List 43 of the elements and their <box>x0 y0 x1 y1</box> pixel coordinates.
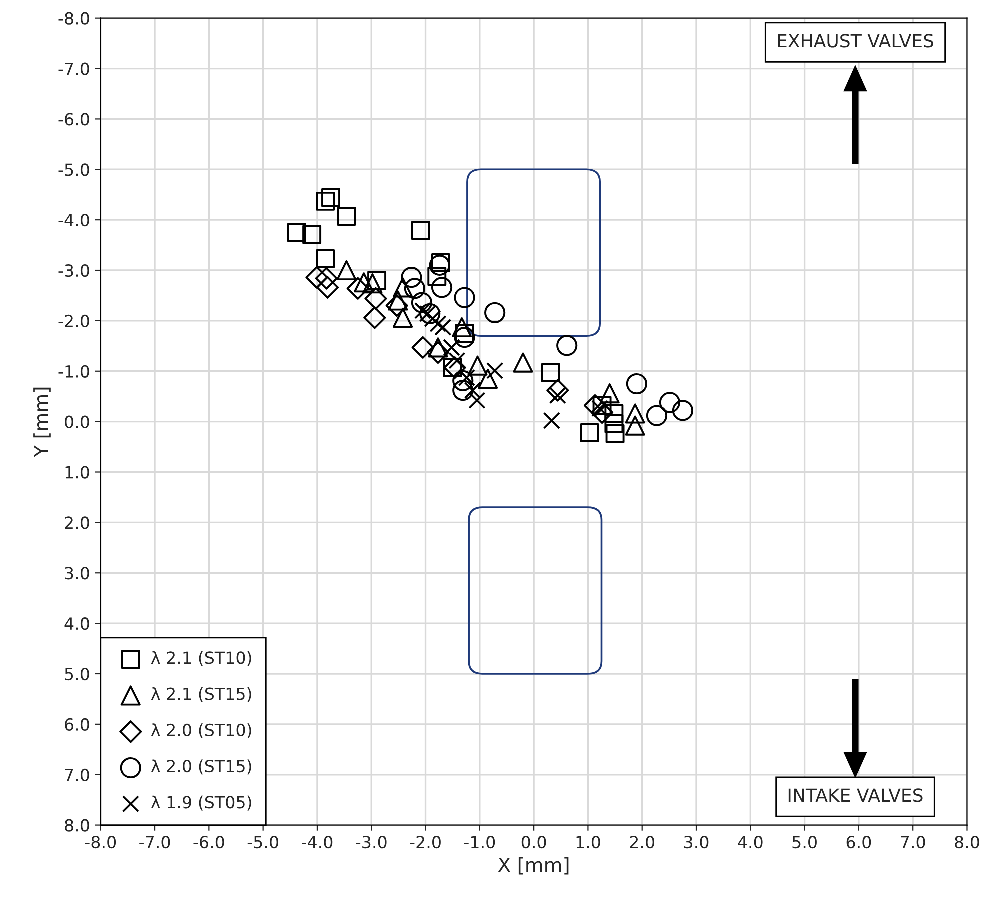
y-tick-label: -6.0 <box>58 113 90 126</box>
y-axis-title: Y [mm] <box>34 388 51 458</box>
y-tick-label: -3.0 <box>58 264 90 278</box>
x-tick-label: -7.0 <box>140 836 170 849</box>
x-tick-label: 0.0 <box>522 836 546 849</box>
x-tick-label: -4.0 <box>302 836 333 849</box>
y-tick-label: -8.0 <box>58 12 90 25</box>
legend-label: λ 2.1 (ST15) <box>151 687 252 702</box>
x-tick-label: -8.0 <box>85 836 116 849</box>
y-tick-label: -5.0 <box>58 164 90 176</box>
y-tick-label: 0.0 <box>65 416 90 428</box>
x-tick-label: 7.0 <box>901 836 926 849</box>
x-tick-label: 6.0 <box>846 836 872 849</box>
y-tick-label: 7.0 <box>65 768 90 782</box>
x-tick-label: -1.0 <box>464 836 496 849</box>
x-tick-label: -2.0 <box>410 836 441 849</box>
legend-label: λ 2.1 (ST10) <box>151 651 252 666</box>
y-tick-label: -4.0 <box>58 214 90 227</box>
x-tick-label: -5.0 <box>248 836 278 849</box>
x-tick-label: 2.0 <box>630 836 654 849</box>
y-tick-label: 2.0 <box>65 516 90 530</box>
y-tick-label: -1.0 <box>58 365 90 378</box>
annotation: INTAKE VALVES <box>788 788 923 802</box>
legend-label: λ 2.0 (ST15) <box>151 760 252 775</box>
x-tick-label: -6.0 <box>194 836 224 849</box>
y-tick-label: 5.0 <box>65 668 90 681</box>
y-tick-label: 6.0 <box>65 718 90 731</box>
x-tick-label: 1.0 <box>576 836 600 849</box>
annotation: EXHAUST VALVES <box>778 34 934 48</box>
x-tick-label: 5.0 <box>792 836 817 849</box>
x-axis-title: X [mm] <box>498 857 569 875</box>
y-tick-label: 3.0 <box>65 567 90 580</box>
y-tick-label: 8.0 <box>65 819 90 832</box>
y-tick-label: 1.0 <box>66 466 90 479</box>
y-tick-label: -7.0 <box>58 62 90 76</box>
legend-label: λ 1.9 (ST05) <box>151 796 252 811</box>
y-tick-label: 4.0 <box>64 618 90 630</box>
x-tick-label: 4.0 <box>738 836 763 849</box>
x-tick-label: -3.0 <box>356 836 387 849</box>
x-tick-label: 8.0 <box>955 836 980 849</box>
legend-label: λ 2.0 (ST10) <box>151 724 252 738</box>
y-tick-label: -2.0 <box>58 314 90 328</box>
x-tick-label: 3.0 <box>684 836 709 849</box>
